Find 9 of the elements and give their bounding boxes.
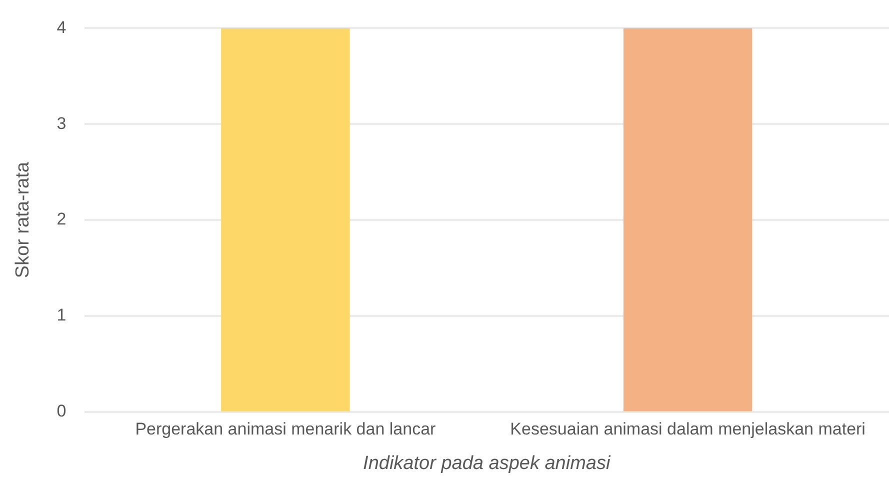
x-axis-title: Indikator pada aspek animasi <box>363 452 611 474</box>
y-axis-title: Skor rata-rata <box>12 161 34 278</box>
y-tick-label: 3 <box>56 114 66 133</box>
y-tick-label: 4 <box>56 18 66 37</box>
x-tick-label: Pergerakan animasi menarik dan lancar <box>135 420 436 439</box>
y-tick-label: 0 <box>56 401 66 420</box>
y-tick-label: 1 <box>56 306 66 325</box>
y-tick-label: 2 <box>56 210 66 229</box>
x-tick-label: Kesesuaian animasi dalam menjelaskan materi <box>510 420 866 439</box>
